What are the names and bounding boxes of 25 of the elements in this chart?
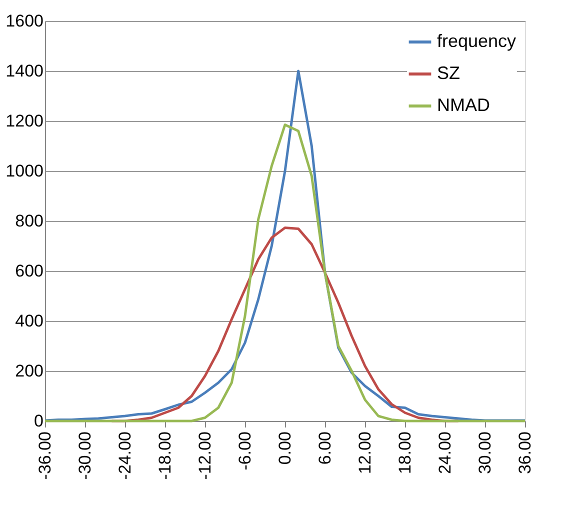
x-tick-label: 0.00	[276, 432, 294, 465]
y-tick-label: 400	[15, 312, 44, 330]
x-tick-label: -12.00	[196, 432, 214, 480]
y-tick-label: 1400	[6, 62, 44, 80]
x-tick-label: -36.00	[36, 432, 54, 480]
legend-label: SZ	[437, 63, 460, 83]
legend-label: NMAD	[437, 95, 490, 115]
legend-label: frequency	[437, 31, 516, 51]
x-tick-label: 12.00	[356, 432, 374, 474]
y-tick-label: 1200	[6, 112, 44, 130]
y-tick-label: 600	[15, 262, 44, 280]
y-tick-label: 1000	[6, 162, 44, 180]
y-tick-label: 0	[34, 412, 44, 430]
x-tick-label: 18.00	[396, 432, 414, 474]
x-tick-label: 24.00	[436, 432, 454, 474]
x-tick-label: 30.00	[476, 432, 494, 474]
y-tick-label: 800	[15, 212, 44, 230]
x-tick-label: -24.00	[116, 432, 134, 480]
y-tick-label: 200	[15, 362, 44, 380]
x-tick-label: -6.00	[236, 432, 254, 470]
x-tick-label: 6.00	[316, 432, 334, 465]
y-tick-label: 1600	[6, 12, 44, 30]
x-tick-label: 36.00	[516, 432, 534, 474]
x-tick-label: -30.00	[76, 432, 94, 480]
x-tick-label: -18.00	[156, 432, 174, 480]
